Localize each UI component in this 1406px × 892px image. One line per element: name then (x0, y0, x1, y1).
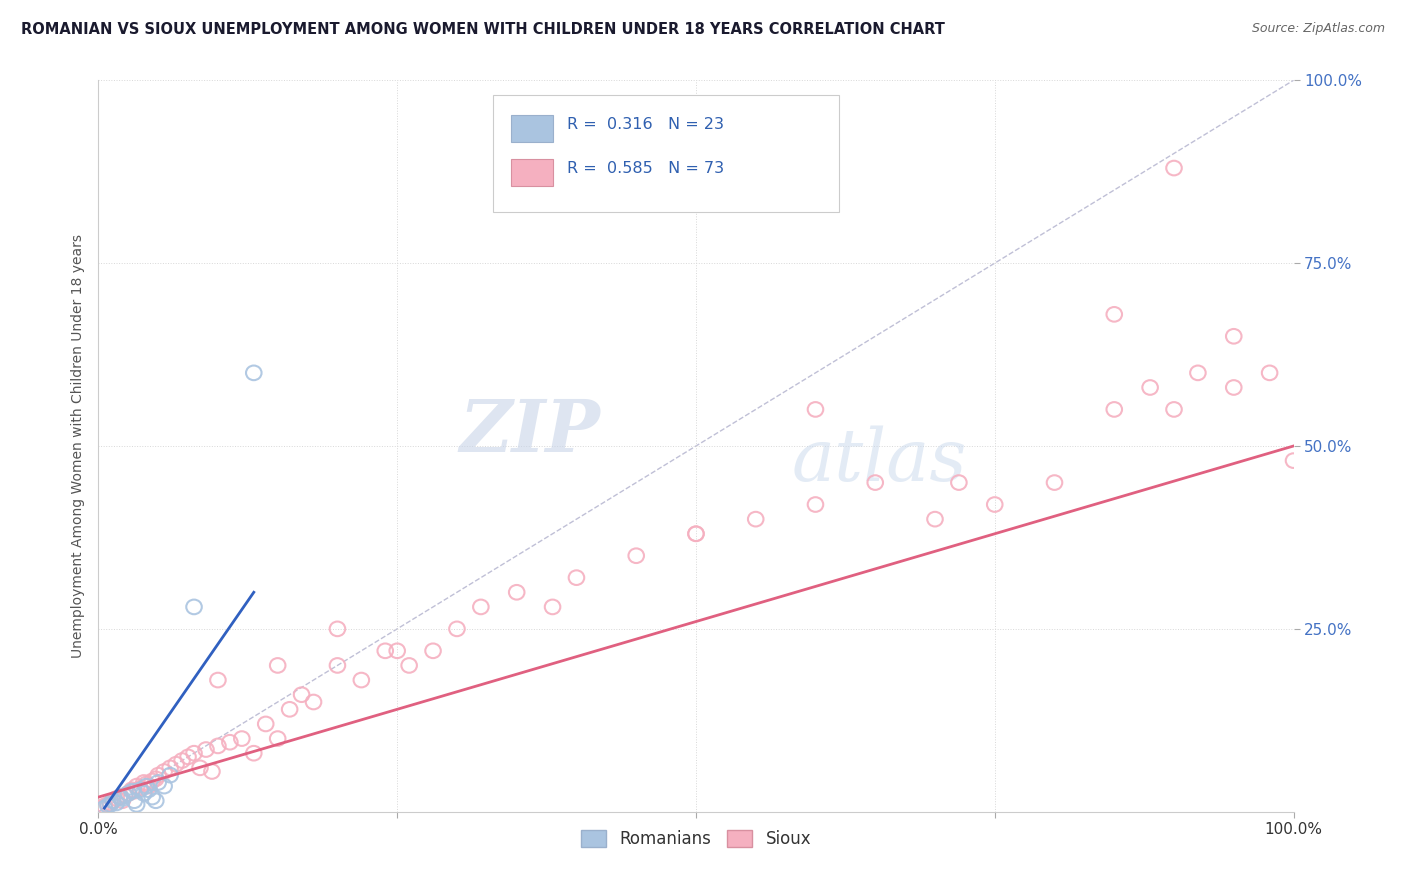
Text: ROMANIAN VS SIOUX UNEMPLOYMENT AMONG WOMEN WITH CHILDREN UNDER 18 YEARS CORRELAT: ROMANIAN VS SIOUX UNEMPLOYMENT AMONG WOM… (21, 22, 945, 37)
FancyBboxPatch shape (510, 159, 553, 186)
FancyBboxPatch shape (494, 95, 839, 212)
Y-axis label: Unemployment Among Women with Children Under 18 years: Unemployment Among Women with Children U… (70, 234, 84, 658)
Text: R =  0.316   N = 23: R = 0.316 N = 23 (567, 117, 724, 132)
Text: atlas: atlas (792, 425, 967, 496)
Text: R =  0.585   N = 73: R = 0.585 N = 73 (567, 161, 724, 176)
Legend: Romanians, Sioux: Romanians, Sioux (574, 823, 818, 855)
FancyBboxPatch shape (510, 115, 553, 143)
Text: Source: ZipAtlas.com: Source: ZipAtlas.com (1251, 22, 1385, 36)
Text: ZIP: ZIP (460, 396, 600, 467)
